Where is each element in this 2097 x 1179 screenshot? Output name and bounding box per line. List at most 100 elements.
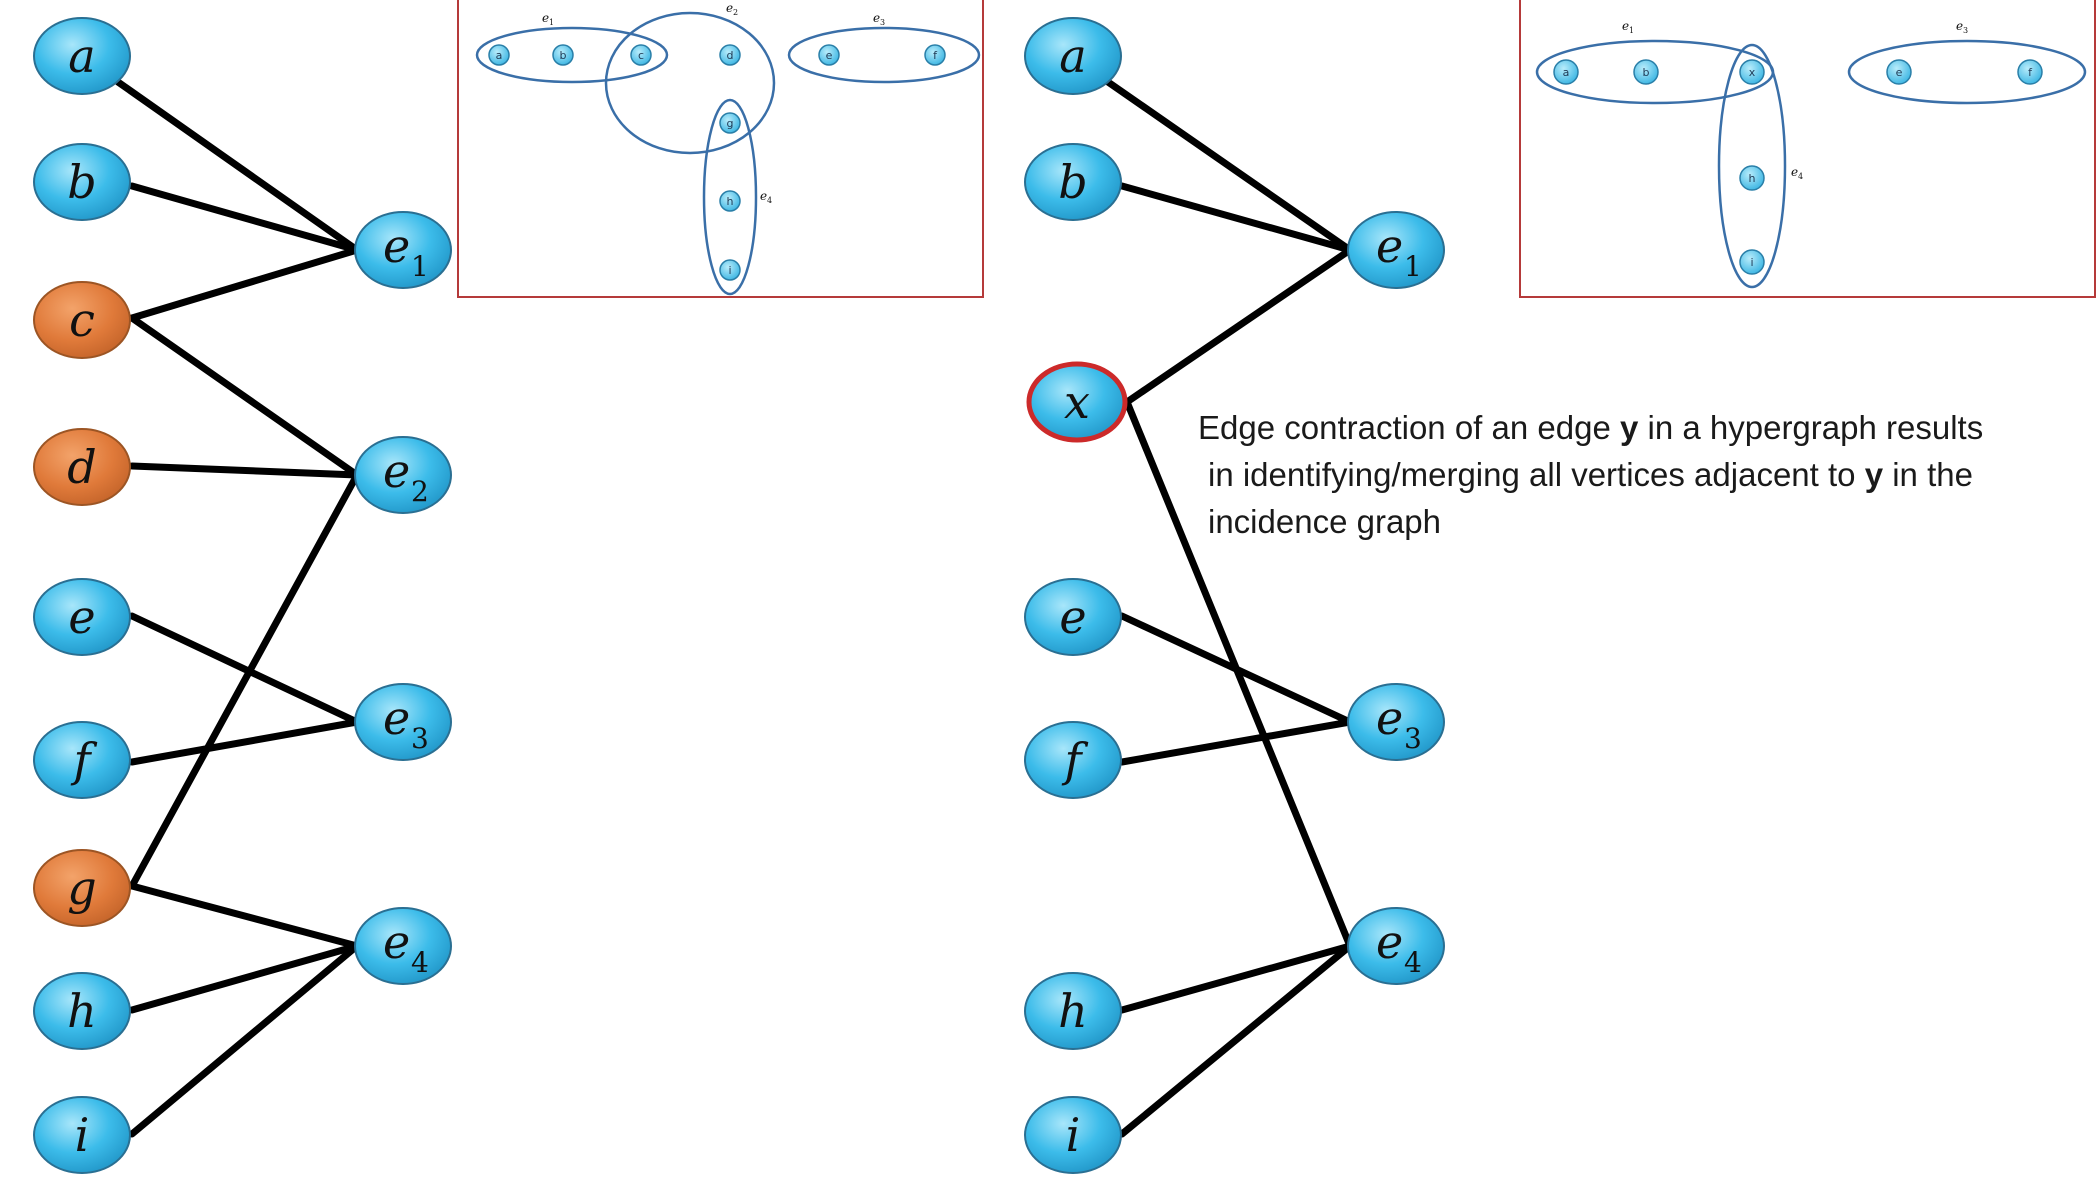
left-vertex-d: d — [33, 428, 131, 506]
right-vertex-i-label: i — [1066, 1108, 1081, 1162]
left-inset-vertex-a-shape — [488, 44, 510, 66]
left-vertex-f: f — [33, 721, 131, 799]
right-inset-vertex-h: h — [1739, 165, 1765, 191]
left-inset-vertex-h: h — [719, 190, 741, 212]
left-vertex-d-label: d — [67, 440, 96, 494]
right-hyperedge-node-e1-subscript: 1 — [1404, 250, 1422, 283]
right-inset-vertex-e-label: e — [1896, 66, 1903, 79]
left-inset-edge-label-2-subscript: 3 — [880, 18, 885, 27]
right-vertex-i-shape — [1024, 1096, 1122, 1174]
left-hyperedge-node-e3-subscript: 3 — [411, 722, 429, 755]
left-incidence-line-c-e2 — [128, 314, 361, 479]
right-inset-vertex-i-shape — [1739, 249, 1765, 275]
right-hyperedge-node-e1-shape — [1347, 211, 1445, 289]
right-vertex-h: h — [1024, 972, 1122, 1050]
caption-line-1-bold: y — [1619, 409, 1639, 446]
left-inset-vertex-e-shape — [818, 44, 840, 66]
right-inset-vertex-b-label: b — [1643, 66, 1650, 79]
right-inset-vertex-a: a — [1553, 59, 1579, 85]
left-inset-vertex-b: b — [552, 44, 574, 66]
right-inset-edge-labels: e 1 e 3e 4 — [1622, 19, 1968, 181]
right-vertex-x-shape — [1026, 361, 1128, 443]
left-vertex-a-label: a — [68, 29, 95, 83]
left-vertex-i: i — [33, 1096, 131, 1174]
right-inset-vertex-f-label: f — [2028, 66, 2033, 79]
right-inset-hyperedge-e3 — [1847, 39, 2087, 105]
right-inset-vertices: a b x e f h i — [1553, 59, 2043, 275]
right-vertex-a-shape — [1024, 17, 1122, 95]
right-incidence-line-h-e4 — [1118, 942, 1354, 1014]
left-inset-hyperedge-e1 — [475, 26, 669, 84]
left-incidence-line-i-e4 — [128, 942, 361, 1138]
left-inset-vertex-h-label: h — [727, 195, 734, 208]
right-inset-edge-label-2-subscript: 4 — [1798, 172, 1803, 181]
left-inset-vertices: a b c d e f g h i — [488, 44, 946, 281]
left-incidence-line-d-e2 — [128, 462, 361, 479]
left-hyperedge-node-e1-shape — [354, 211, 452, 289]
caption-text: Edge contraction of an edge y in a hyper… — [1198, 404, 2078, 545]
right-incidence-line-a-e1 — [1104, 78, 1354, 254]
right-hypergraph-inset: a b x e fhi e 1 e 3e 4 — [1519, 0, 2096, 298]
left-inset-vertex-h-shape — [719, 190, 741, 212]
left-vertex-g-label: g — [67, 861, 96, 915]
left-incidence-line-c-e1 — [128, 246, 361, 322]
left-hyperedge-node-e2-subscript: 2 — [411, 475, 429, 508]
right-vertex-b-shape — [1024, 143, 1122, 221]
right-vertex-f: f — [1024, 721, 1122, 799]
left-vertex-g: g — [33, 849, 131, 927]
right-inset-vertex-x: x — [1739, 59, 1765, 85]
left-hyperedge-node-e4-shape — [354, 907, 452, 985]
left-inset-edge-label-1-letter: e — [726, 1, 733, 15]
right-vertex-f-shape — [1024, 721, 1122, 799]
left-vertex-e: e — [33, 578, 131, 656]
right-hyperedge-node-e4-shape — [1347, 907, 1445, 985]
right-incidence-line-i-e4 — [1118, 942, 1354, 1138]
left-incidence-line-h-e4 — [128, 942, 361, 1014]
right-inset-vertex-e: e — [1886, 59, 1912, 85]
left-incidence-line-b-e1 — [128, 182, 361, 254]
right-inset-vertex-b: b — [1633, 59, 1659, 85]
caption-line-2-pre: in identifying/merging all vertices adja… — [1208, 456, 1865, 493]
left-inset-edge-label-3-letter: e — [760, 189, 767, 203]
left-vertex-f-shape — [33, 721, 131, 799]
right-hyperedge-node-e4-label: e — [1376, 915, 1403, 969]
left-vertex-c: c — [33, 281, 131, 359]
right-incidence-line-x-e1 — [1123, 246, 1354, 406]
left-inset-vertex-d-shape — [719, 44, 741, 66]
left-incidence-edges — [114, 78, 361, 1138]
left-vertex-c-label: c — [69, 293, 95, 347]
left-vertex-e-label: e — [68, 590, 95, 644]
right-inset-vertex-i: i — [1739, 249, 1765, 275]
right-vertex-i: i — [1024, 1096, 1122, 1174]
left-inset-hyperedge-e2 — [604, 11, 776, 155]
left-hyperedge-node-e1-label: e — [383, 219, 410, 273]
right-inset-vertex-i-label: i — [1750, 256, 1753, 269]
left-vertex-a-shape — [33, 17, 131, 95]
right-inset-edge-label-1-subscript: 3 — [1963, 26, 1968, 35]
left-inset-vertex-a-label: a — [496, 49, 503, 62]
caption-line-2-bold: y — [1864, 456, 1884, 493]
right-inset-vertex-e-shape — [1886, 59, 1912, 85]
left-vertex-c-shape — [33, 281, 131, 359]
left-vertex-e-shape — [33, 578, 131, 656]
right-vertex-h-shape — [1024, 972, 1122, 1050]
right-inset-border — [1519, 0, 2096, 298]
left-inset-vertex-i-shape — [719, 259, 741, 281]
left-inset-edge-label-0-subscript: 1 — [549, 18, 554, 27]
left-hyperedge-node-e2-label: e — [383, 444, 410, 498]
caption-line-2-post: in the — [1883, 456, 1973, 493]
right-vertex-x: x — [1026, 361, 1128, 443]
left-inset-edge-label-0-letter: e — [542, 11, 549, 25]
left-inset-vertex-f-shape — [924, 44, 946, 66]
caption-line-3: incidence graph — [1208, 503, 1441, 540]
right-inset-edge-label-2-letter: e — [1791, 165, 1798, 179]
